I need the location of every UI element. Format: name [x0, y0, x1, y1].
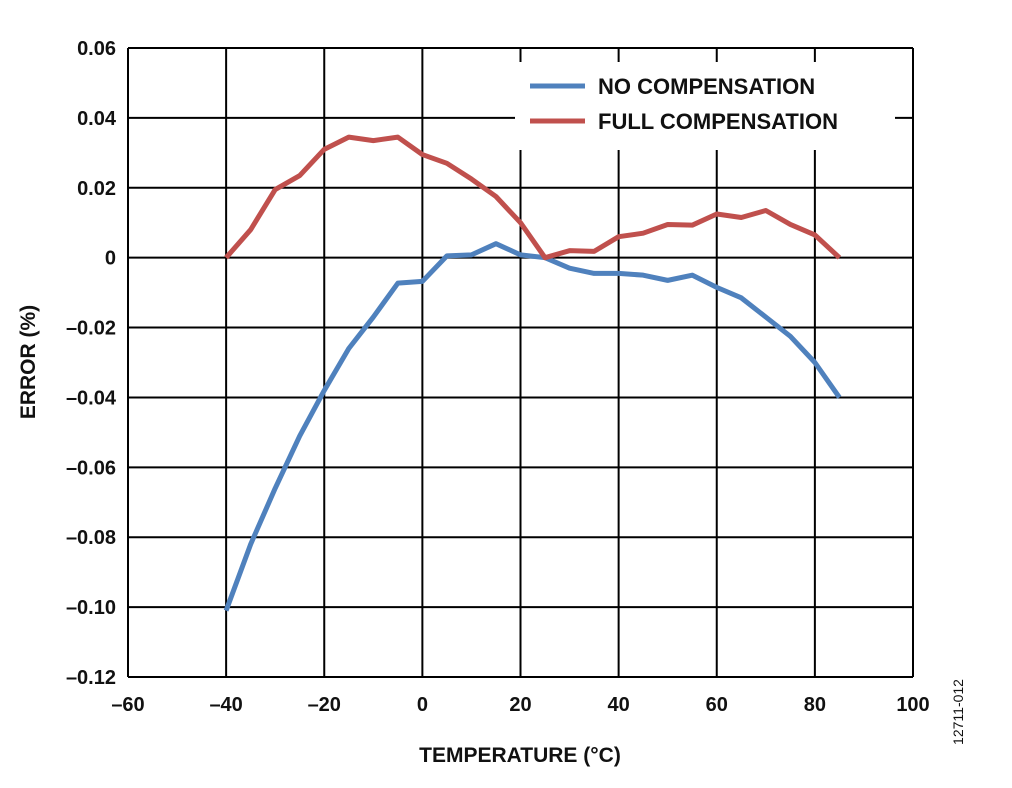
y-tick-label: –0.06 [66, 457, 116, 479]
tick-labels: –60 –40 –20 0 20 40 60 80 100 0.06 0.04 0.02 0 –0.02 –… [66, 38, 930, 716]
y-tick-label: 0 [105, 248, 116, 270]
x-tick-label: 60 [706, 694, 728, 716]
y-tick-label: –0.04 [66, 387, 117, 409]
y-tick-label: 0.02 [77, 178, 116, 200]
y-tick-label: –0.12 [66, 667, 116, 689]
x-tick-label: –20 [308, 694, 341, 716]
x-tick-label: 20 [509, 694, 531, 716]
series-line-no-compensation [223, 241, 842, 612]
x-axis-label: TEMPERATURE (°C) [419, 744, 621, 767]
y-tick-label: –0.08 [66, 527, 116, 549]
x-tick-label: 100 [896, 694, 929, 716]
legend: NO COMPENSATION FULL COMPENSATION [515, 62, 895, 150]
legend-label-full-compensation: FULL COMPENSATION [598, 109, 838, 134]
series-lines [223, 134, 842, 612]
y-tick-label: 0.06 [77, 38, 116, 60]
x-tick-label: –60 [111, 694, 144, 716]
series-line-full-compensation [224, 134, 842, 261]
y-axis-label: ERROR (%) [17, 305, 40, 419]
y-tick-label: –0.02 [66, 318, 116, 340]
x-tick-label: 80 [804, 694, 826, 716]
y-tick-label: –0.10 [66, 597, 116, 619]
x-tick-label: –40 [209, 694, 242, 716]
x-tick-label: 0 [417, 694, 428, 716]
figure-id: 12711-012 [950, 679, 966, 745]
legend-label-no-compensation: NO COMPENSATION [598, 74, 815, 99]
y-tick-label: 0.04 [77, 108, 117, 130]
x-tick-label: 40 [608, 694, 630, 716]
legend-background [515, 62, 895, 150]
